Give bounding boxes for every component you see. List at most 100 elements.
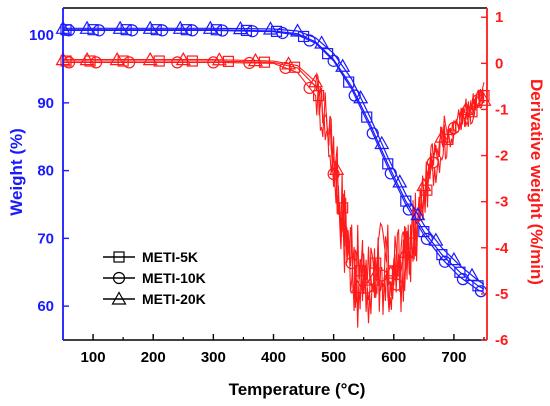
derivative-marker-circle	[426, 156, 439, 169]
derivative-marker-square	[406, 237, 418, 249]
y-right-tick-label: -2	[495, 148, 508, 165]
weight-marker-circle	[384, 167, 397, 180]
derivative-marker-square	[355, 265, 367, 277]
legend: METI-5K METI-10K METI-20K	[103, 249, 206, 307]
derivative-marker-square	[117, 55, 129, 67]
weight-marker-circle	[186, 24, 199, 37]
y-left-tick-label: 90	[37, 95, 54, 112]
weight-marker-circle	[456, 273, 470, 286]
derivative-marker-square	[442, 133, 454, 146]
derivative-marker-circle	[89, 56, 103, 69]
weight-marker-triangle	[112, 20, 128, 34]
derivative-marker-triangle	[247, 52, 263, 67]
y-right-tick-label: -1	[495, 101, 508, 118]
weight-marker-square	[454, 266, 466, 278]
x-tick-label: 200	[141, 349, 166, 366]
weight-marker-triangle	[410, 206, 426, 221]
derivative-marker-triangle	[142, 51, 158, 66]
derivative-marker-triangle	[416, 177, 432, 192]
derivative-marker-triangle	[398, 244, 414, 258]
derivative-marker-triangle	[109, 51, 125, 66]
derivative-marker-triangle	[175, 51, 191, 66]
weight-marker-triangle	[353, 90, 369, 104]
derivative-marker-square	[370, 257, 382, 269]
derivative-marker-triangle	[350, 280, 366, 294]
weight-marker-square	[400, 195, 412, 207]
weight-marker-circle	[303, 34, 316, 47]
weight-marker-triangle	[335, 58, 351, 72]
derivative-marker-circle	[345, 257, 358, 270]
weight-marker-triangle	[464, 267, 480, 282]
derivative-marker-triangle	[383, 265, 399, 279]
y-left-tick-label: 100	[29, 27, 54, 44]
derivative-marker-triangle	[79, 51, 95, 66]
derivative-marker-square	[288, 61, 301, 73]
derivative-marker-triangle	[329, 161, 345, 175]
weight-marker-circle	[216, 24, 229, 37]
x-tick-label: 600	[381, 349, 406, 366]
weight-curve-triangle	[63, 27, 485, 285]
derivative-marker-circle	[390, 278, 403, 291]
derivative-marker-circle	[123, 56, 136, 69]
weight-marker-circle	[438, 255, 452, 268]
legend-label-triangle: METI-20K	[142, 291, 206, 307]
x-axis-title: Temperature (°C)	[229, 380, 366, 399]
weight-marker-square	[240, 24, 253, 37]
y-left-axis-title: Weight (%)	[7, 128, 26, 216]
x-tick-label: 700	[441, 349, 466, 366]
weight-marker-triangle	[232, 20, 248, 35]
x-tick-label: 100	[81, 349, 106, 366]
derivative-marker-circle	[171, 56, 184, 69]
weight-marker-circle	[126, 24, 139, 37]
derivative-marker-square	[313, 90, 325, 102]
derivative-marker-circle	[375, 269, 388, 282]
legend-marker-square	[113, 251, 125, 263]
derivative-marker-square	[84, 55, 96, 67]
weight-marker-circle	[402, 203, 415, 216]
y-left-tick-label: 60	[37, 298, 54, 315]
weight-marker-triangle	[392, 174, 408, 188]
y-right-axis-title: Derivative weight (%/min)	[527, 79, 546, 285]
weight-marker-circle	[327, 54, 340, 67]
x-tick-label: 300	[201, 349, 226, 366]
weight-marker-square	[418, 225, 430, 238]
weight-curve-circle	[63, 29, 485, 294]
legend-label-square: METI-5K	[142, 249, 198, 265]
derivative-marker-square	[60, 55, 72, 67]
weight-marker-triangle	[374, 135, 390, 150]
y-right-tick-label: -5	[495, 286, 508, 303]
weight-marker-triangle	[79, 20, 95, 34]
weight-marker-circle	[156, 24, 169, 37]
y-right-tick-label: -4	[495, 240, 509, 257]
weight-marker-square	[270, 25, 283, 37]
derivative-marker-circle	[411, 209, 424, 222]
derivative-marker-circle	[207, 56, 220, 69]
weight-marker-triangle	[142, 20, 158, 34]
weight-marker-circle	[92, 24, 106, 37]
x-tick-label: 500	[321, 349, 346, 366]
derivative-marker-square	[466, 106, 478, 118]
weight-marker-triangle	[290, 23, 306, 37]
weight-marker-square	[361, 111, 373, 123]
derivative-marker-circle	[303, 81, 316, 95]
legend-marker-triangle	[111, 291, 127, 305]
weight-marker-triangle	[428, 232, 444, 246]
weight-marker-circle	[246, 25, 259, 38]
y-left-tick-label: 80	[37, 163, 54, 180]
weight-curve-square	[63, 29, 485, 290]
y-left-tick-label: 70	[37, 230, 54, 247]
y-right-tick-label: 0	[495, 55, 503, 72]
weight-marker-triangle	[202, 20, 218, 34]
legend-label-circle: METI-10K	[142, 270, 206, 286]
derivative-curve-triangle	[63, 59, 485, 328]
derivative-marker-triangle	[458, 101, 474, 116]
y-right-tick-label: 1	[495, 9, 503, 26]
derivative-marker-triangle	[308, 74, 324, 88]
axes-layer: 100 200 300 400 500 600 700 60 70 80 90 100 1 0 -1 -2 -3…	[29, 7, 509, 366]
derivative-marker-triangle	[281, 56, 297, 70]
curves-layer	[63, 27, 485, 328]
weight-marker-square	[150, 24, 162, 36]
weight-marker-triangle	[446, 251, 462, 266]
derivative-marker-circle	[447, 121, 461, 134]
